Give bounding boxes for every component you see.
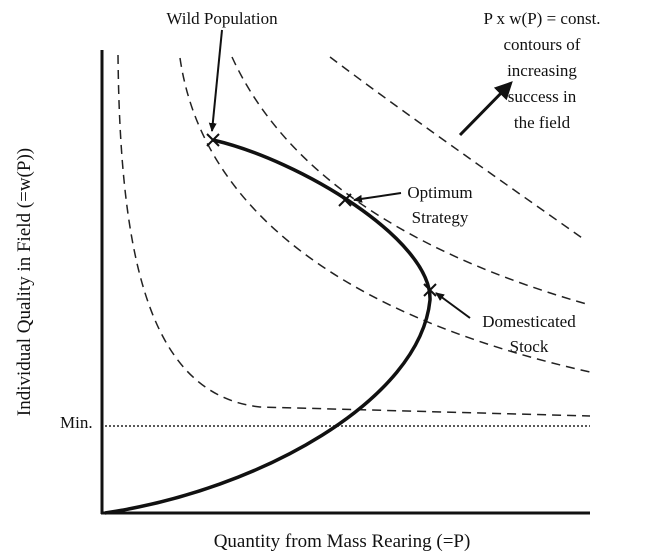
arrows (208, 29, 513, 319)
domesticated-label: Domesticated (482, 312, 576, 331)
contour-note: contours of (504, 35, 581, 54)
y-axis-label: Individual Quality in Field (=w(P)) (14, 148, 35, 416)
x-axis-label: Quantity from Mass Rearing (=P) (214, 531, 471, 552)
contours (117, 54, 591, 417)
contour-note: success in (508, 87, 577, 106)
strategy-curve (104, 138, 432, 515)
contour-note: P x w(P) = const. (483, 9, 600, 28)
points (206, 133, 437, 297)
domesticated-label: Stock (510, 337, 549, 356)
min-label: Min. (60, 413, 93, 432)
wild-label: Wild Population (166, 9, 278, 28)
contour-note: the field (514, 113, 571, 132)
axes (100, 50, 590, 515)
optimum-label: Optimum (407, 183, 472, 202)
contour-note: increasing (507, 61, 577, 80)
optimum-label: Strategy (412, 208, 469, 227)
